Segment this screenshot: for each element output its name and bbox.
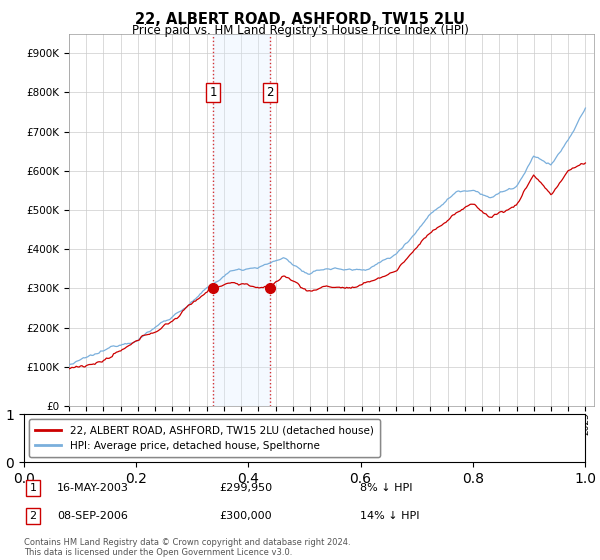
- Text: 2: 2: [29, 511, 37, 521]
- Text: 1: 1: [209, 86, 217, 99]
- Bar: [213, 34, 270, 406]
- Text: 16-MAY-2003: 16-MAY-2003: [57, 483, 129, 493]
- Text: 14% ↓ HPI: 14% ↓ HPI: [360, 511, 419, 521]
- Text: 1: 1: [29, 483, 37, 493]
- Text: 2: 2: [266, 86, 274, 99]
- Text: Contains HM Land Registry data © Crown copyright and database right 2024.
This d: Contains HM Land Registry data © Crown c…: [24, 538, 350, 557]
- Legend: 22, ALBERT ROAD, ASHFORD, TW15 2LU (detached house), HPI: Average price, detache: 22, ALBERT ROAD, ASHFORD, TW15 2LU (deta…: [29, 419, 380, 457]
- Text: £299,950: £299,950: [219, 483, 272, 493]
- Text: 08-SEP-2006: 08-SEP-2006: [57, 511, 128, 521]
- Text: 22, ALBERT ROAD, ASHFORD, TW15 2LU: 22, ALBERT ROAD, ASHFORD, TW15 2LU: [135, 12, 465, 27]
- Text: Price paid vs. HM Land Registry's House Price Index (HPI): Price paid vs. HM Land Registry's House …: [131, 24, 469, 37]
- Text: 8% ↓ HPI: 8% ↓ HPI: [360, 483, 413, 493]
- Text: £300,000: £300,000: [219, 511, 272, 521]
